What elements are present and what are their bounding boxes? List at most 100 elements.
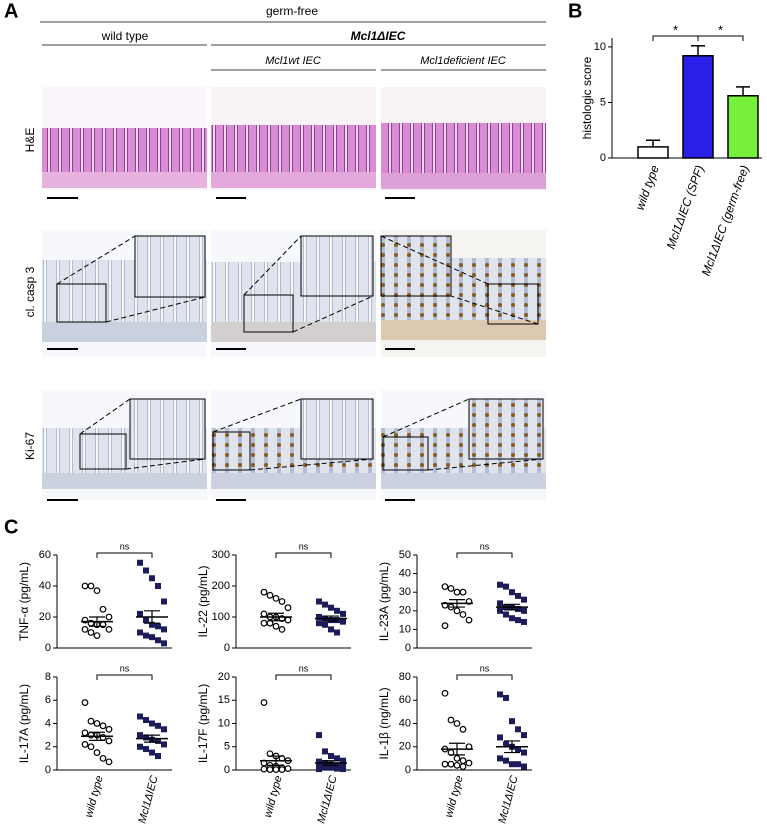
x-tick-label: Mcl1ΔIEC (germ-free) bbox=[699, 163, 752, 277]
data-point bbox=[278, 598, 286, 605]
data-point bbox=[328, 626, 334, 633]
histology bbox=[42, 87, 546, 501]
data-point bbox=[105, 613, 113, 621]
y-axis-label: IL-22 (pg/mL) bbox=[196, 565, 210, 637]
data-point bbox=[137, 629, 143, 636]
data-point bbox=[441, 622, 449, 630]
y-tick-label: 5 bbox=[224, 741, 230, 753]
data-point bbox=[509, 589, 515, 596]
x-tick-label: wild type bbox=[262, 774, 285, 818]
data-point bbox=[81, 626, 89, 633]
y-tick-label: 8 bbox=[45, 671, 51, 683]
data-point bbox=[143, 617, 149, 624]
data-point bbox=[161, 640, 167, 647]
data-point bbox=[143, 717, 149, 724]
data-point bbox=[521, 763, 527, 770]
data-point bbox=[459, 611, 467, 618]
y-tick-label: 10 bbox=[218, 717, 230, 729]
y-axis-label: IL-1β (ng/mL) bbox=[377, 687, 391, 759]
row-label: H&E bbox=[23, 128, 37, 153]
y-tick-label: 100 bbox=[212, 611, 230, 623]
row-label: Ki-67 bbox=[23, 432, 37, 460]
y-tick-label: 15 bbox=[218, 694, 230, 706]
y-axis-label: TNF-α (pg/mL) bbox=[17, 562, 31, 641]
significance-label: ns bbox=[299, 663, 309, 673]
data-point bbox=[515, 605, 521, 612]
data-point bbox=[316, 598, 322, 605]
significance-bracket bbox=[275, 674, 332, 680]
data-point bbox=[272, 622, 280, 630]
data-point bbox=[328, 764, 334, 771]
data-point bbox=[497, 691, 503, 698]
panel-label: A bbox=[4, 0, 18, 22]
significance-label: ns bbox=[480, 541, 490, 551]
y-tick-label: 300 bbox=[212, 549, 230, 561]
data-point bbox=[465, 759, 473, 767]
bar bbox=[727, 95, 759, 159]
panel-a-headers: A germ-free wild type Mcl1ΔIEC Mcl1wt IE… bbox=[4, 0, 582, 538]
data-point bbox=[87, 629, 95, 636]
y-axis-label: histologic score bbox=[580, 56, 594, 139]
data-point bbox=[105, 737, 113, 745]
data-point bbox=[143, 567, 149, 574]
sem-bar bbox=[89, 731, 105, 741]
data-point bbox=[260, 588, 268, 596]
y-tick-label: 6 bbox=[45, 694, 51, 706]
data-point bbox=[137, 610, 143, 617]
data-point bbox=[161, 726, 167, 733]
data-point bbox=[284, 604, 292, 612]
significance-bracket bbox=[96, 674, 153, 680]
data-point bbox=[149, 634, 155, 641]
data-point bbox=[149, 575, 155, 582]
data-point bbox=[161, 598, 167, 605]
data-point bbox=[155, 737, 161, 744]
header: Mcl1deficient IEC bbox=[420, 55, 506, 67]
y-tick-label: 60 bbox=[39, 549, 51, 561]
data-point bbox=[340, 757, 346, 764]
data-point bbox=[137, 559, 143, 566]
data-point bbox=[453, 588, 461, 596]
y-tick-label: 2 bbox=[45, 741, 51, 753]
data-point bbox=[515, 761, 521, 768]
data-point bbox=[441, 689, 449, 697]
data-point bbox=[515, 592, 521, 599]
data-point bbox=[93, 720, 101, 727]
data-point bbox=[316, 732, 322, 739]
data-point bbox=[266, 591, 274, 599]
data-point bbox=[93, 749, 101, 756]
y-tick-label: 80 bbox=[399, 671, 411, 683]
data-point bbox=[99, 754, 107, 762]
data-point bbox=[459, 763, 467, 770]
data-point bbox=[87, 731, 95, 739]
data-point bbox=[340, 618, 346, 625]
data-point bbox=[161, 741, 167, 748]
significance-bracket bbox=[275, 552, 332, 558]
data-point bbox=[316, 758, 322, 765]
x-tick-label: Mcl1ΔIEC (SPF) bbox=[664, 163, 707, 251]
data-point bbox=[497, 581, 503, 588]
data-point bbox=[155, 753, 161, 760]
data-point bbox=[322, 601, 328, 608]
bar bbox=[637, 146, 669, 159]
data-point bbox=[284, 616, 292, 624]
data-point bbox=[137, 732, 143, 739]
sem-bar bbox=[144, 734, 160, 743]
data-point bbox=[93, 587, 101, 595]
data-point bbox=[340, 610, 346, 617]
x-tick-label: Mcl1ΔIEC bbox=[136, 774, 160, 824]
data-point bbox=[260, 619, 268, 627]
y-tick-label: 60 bbox=[399, 694, 411, 706]
data-point bbox=[81, 699, 89, 706]
data-point bbox=[515, 746, 521, 753]
data-point bbox=[441, 760, 449, 768]
data-point bbox=[87, 582, 95, 590]
data-point bbox=[497, 734, 503, 741]
significance-label: ns bbox=[120, 541, 130, 551]
data-point bbox=[322, 748, 328, 755]
data-point bbox=[509, 761, 515, 768]
data-point bbox=[453, 720, 461, 727]
data-point bbox=[521, 607, 527, 614]
y-tick-label: 40 bbox=[39, 580, 51, 592]
y-tick-label: 0 bbox=[600, 152, 606, 164]
sem-bar bbox=[268, 612, 284, 622]
